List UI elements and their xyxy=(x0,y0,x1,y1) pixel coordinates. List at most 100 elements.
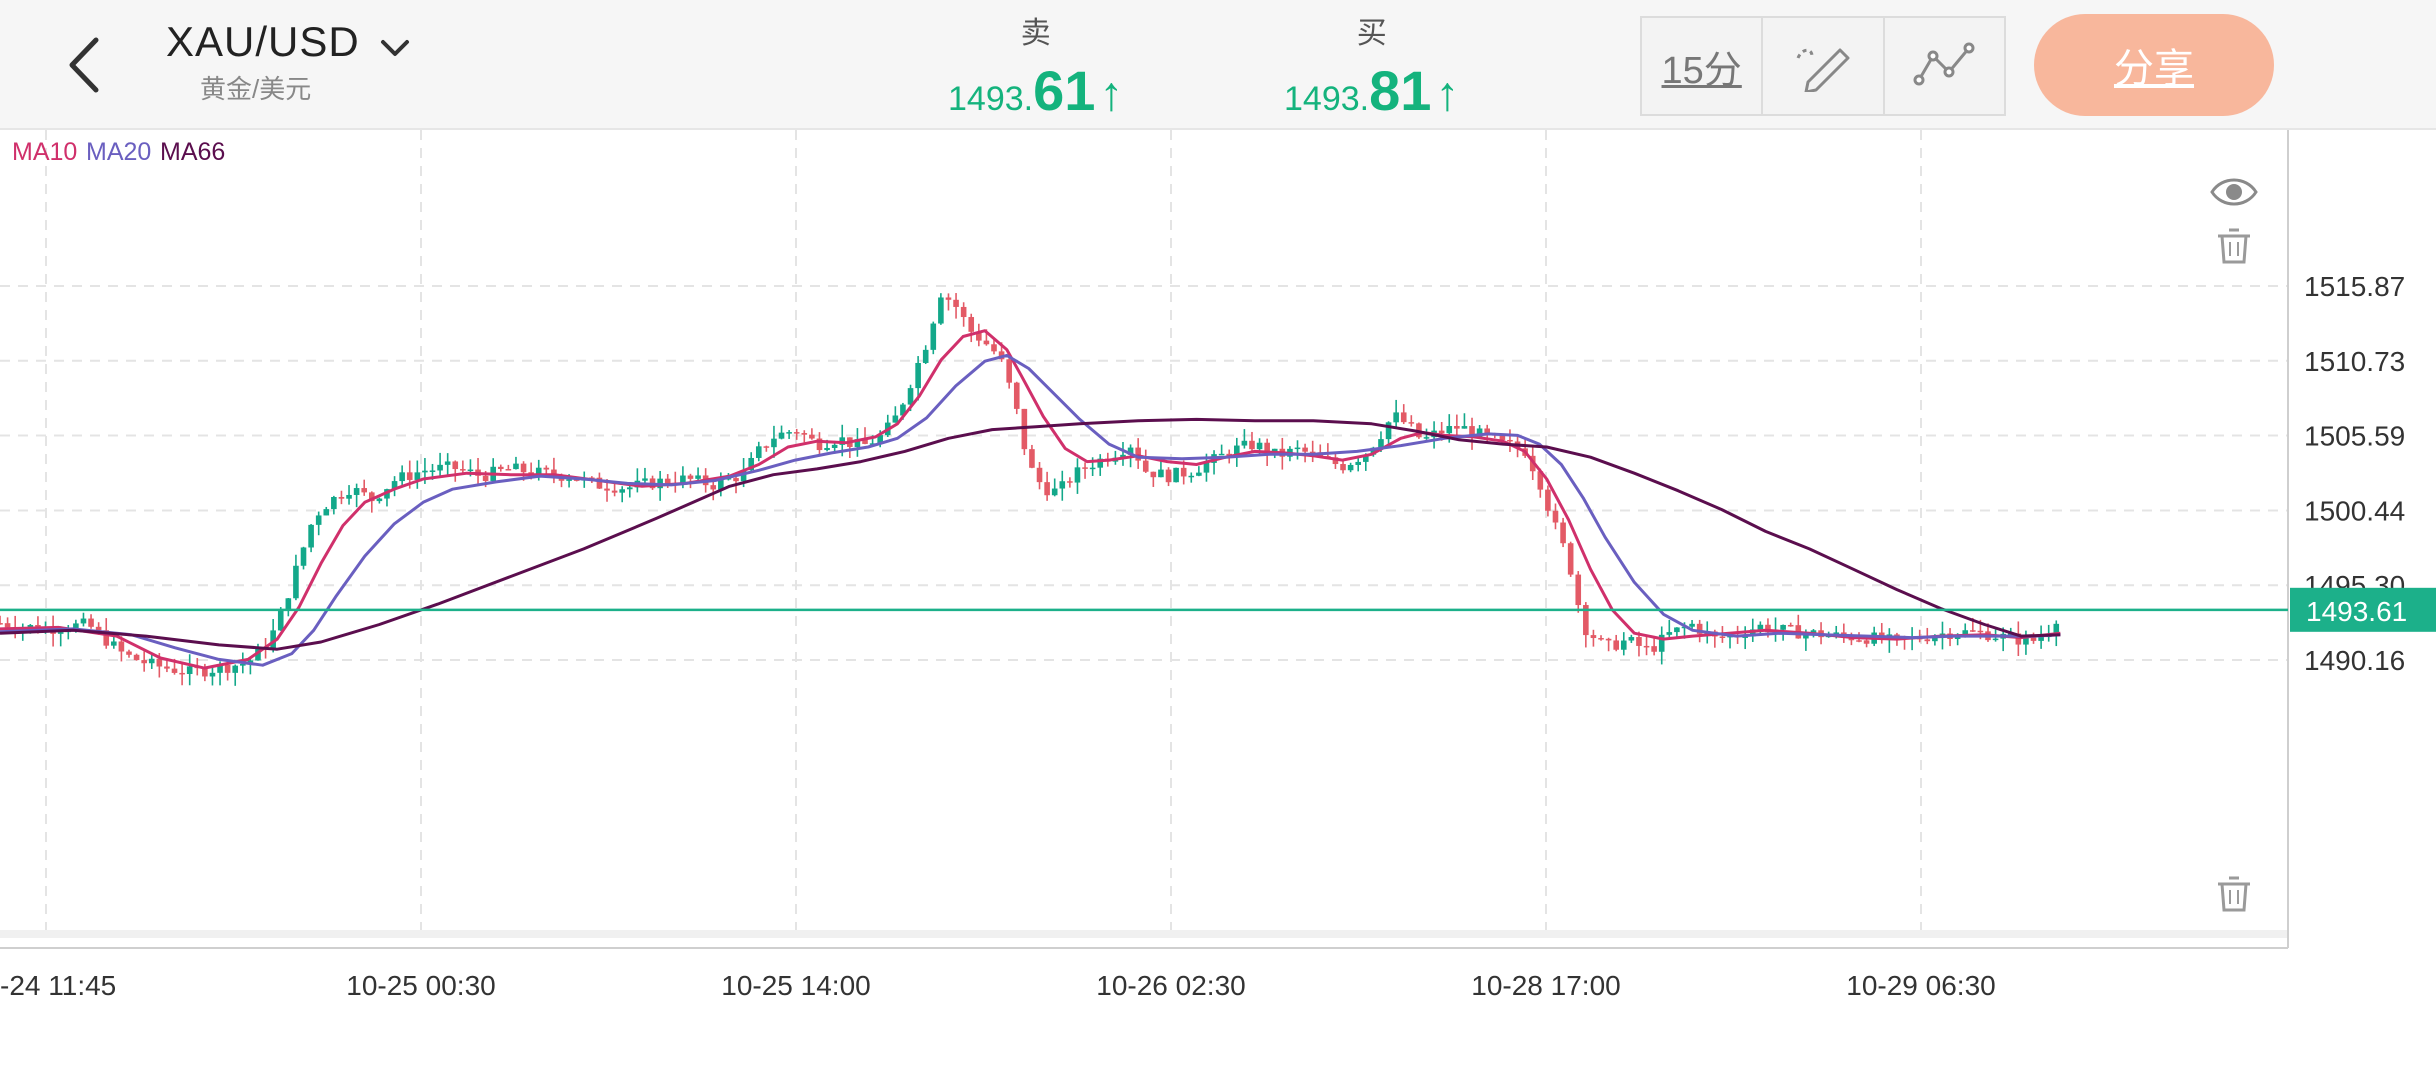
candle-body xyxy=(361,488,368,493)
sell-quote[interactable]: 卖 1493.61↑ xyxy=(948,8,1123,123)
buy-quote[interactable]: 买 1493.81↑ xyxy=(1284,8,1459,123)
back-button[interactable] xyxy=(58,30,118,100)
candle-body xyxy=(938,297,944,324)
candle-body xyxy=(1932,636,1938,642)
candle-body xyxy=(664,478,671,484)
candle-body xyxy=(1446,426,1453,434)
draw-tool-button[interactable] xyxy=(1763,18,1885,114)
candle-body xyxy=(778,432,785,439)
legend-ma10: MA10 xyxy=(12,138,77,166)
candle-body xyxy=(1598,638,1604,640)
candle-body xyxy=(535,467,542,476)
candle-body xyxy=(399,472,405,482)
pen-draw-icon xyxy=(1796,48,1850,92)
moving-average-lines xyxy=(0,329,2288,670)
candle-body xyxy=(1165,469,1172,483)
candle-body xyxy=(1454,426,1460,429)
time-scroll-bar[interactable] xyxy=(0,930,2288,938)
candle-body xyxy=(1651,646,1657,652)
candle-body xyxy=(733,478,739,482)
candle-body xyxy=(300,547,307,566)
share-button[interactable]: 分享 xyxy=(2034,14,2274,116)
candle-body xyxy=(422,470,428,473)
indicator-button[interactable] xyxy=(1885,18,2004,114)
candle-body xyxy=(126,651,132,655)
symbol-selector[interactable]: XAU/USD 黄金/美元 xyxy=(166,18,410,106)
eye-icon[interactable] xyxy=(2210,178,2258,206)
candle-body xyxy=(915,362,921,389)
symbol-subtitle: 黄金/美元 xyxy=(200,73,312,104)
candle-body xyxy=(429,470,436,472)
candle-body xyxy=(1438,430,1445,434)
price-tick-label: 1490.16 xyxy=(2304,645,2405,676)
candle-body xyxy=(1408,422,1415,424)
candle-body xyxy=(991,344,997,352)
candle-body xyxy=(1385,422,1392,440)
candle-body xyxy=(1476,428,1483,438)
time-axis: -24 11:45 10-25 00:30 10-25 14:00 10-26 02:… xyxy=(0,970,1996,1001)
candle-body xyxy=(133,654,140,661)
candlestick-chart[interactable]: 1515.871510.731505.591500.441495.301490.… xyxy=(0,130,2436,1062)
candle-body xyxy=(2038,637,2044,641)
candle-body xyxy=(755,446,762,458)
candle-body xyxy=(1044,482,1050,496)
ma20-line xyxy=(0,353,2061,667)
candle-body xyxy=(1962,630,1969,636)
candle-body xyxy=(1977,630,1984,633)
candle-body xyxy=(983,340,990,345)
candle-body xyxy=(1196,472,1202,476)
current-price-tag xyxy=(2290,587,2436,632)
trash-icon[interactable] xyxy=(2218,876,2250,912)
current-price-label: 1493.61 xyxy=(2306,596,2407,627)
candle-body xyxy=(1992,638,1999,641)
candle-body xyxy=(179,672,185,675)
candle-body xyxy=(1757,624,1764,630)
candle-body xyxy=(1203,462,1210,473)
candle-body xyxy=(1249,440,1255,450)
candle-body xyxy=(315,515,322,525)
candle-body xyxy=(573,479,580,481)
candle-body xyxy=(308,524,314,548)
candle-body xyxy=(642,478,648,481)
candle-body xyxy=(353,488,360,495)
candle-body xyxy=(945,297,952,300)
candle-body xyxy=(1545,489,1551,511)
candle-body xyxy=(1575,574,1582,606)
candle-body xyxy=(232,665,239,673)
candle-body xyxy=(771,438,777,448)
candle-body xyxy=(1590,635,1597,639)
candle-body xyxy=(763,446,770,448)
candle-body xyxy=(88,618,94,627)
candle-body xyxy=(1643,645,1650,648)
candle-body xyxy=(740,470,747,482)
candle-body xyxy=(1188,475,1195,478)
sell-price-int: 1493. xyxy=(948,80,1034,118)
chart-area[interactable]: 1515.87 1510.73 1505.59 1500.44 1495.30 1490.… xyxy=(0,130,2436,1062)
grid-lines xyxy=(0,130,2289,949)
candle-body xyxy=(467,469,474,472)
candle-body xyxy=(452,461,459,470)
candle-body xyxy=(118,641,125,652)
candle-body xyxy=(1628,637,1635,641)
price-tick-label: 1505.59 xyxy=(2304,421,2405,452)
candle-body xyxy=(1332,457,1339,465)
candle-body xyxy=(444,461,451,465)
time-tick-label: 10-28 17:00 xyxy=(1471,970,1620,1001)
price-axis: 1515.871510.731505.591500.441495.301490.… xyxy=(2290,271,2436,676)
candle-body xyxy=(1067,481,1073,483)
candle-body xyxy=(141,660,147,664)
candle-body xyxy=(103,630,110,646)
candle-body xyxy=(1150,471,1157,478)
time-tick-label: 10-29 06:30 xyxy=(1846,970,1995,1001)
candle-body xyxy=(1560,522,1566,544)
candle-body xyxy=(1787,624,1794,627)
candle-body xyxy=(877,435,883,444)
ma10-line xyxy=(0,329,2061,670)
trash-icon[interactable] xyxy=(2218,228,2250,264)
candle-body xyxy=(968,317,975,332)
candle-body xyxy=(1423,437,1430,439)
candle-body xyxy=(1583,605,1589,636)
candle-body xyxy=(801,433,808,435)
candle-body xyxy=(437,464,443,471)
interval-button[interactable]: 15分 xyxy=(1642,18,1764,114)
